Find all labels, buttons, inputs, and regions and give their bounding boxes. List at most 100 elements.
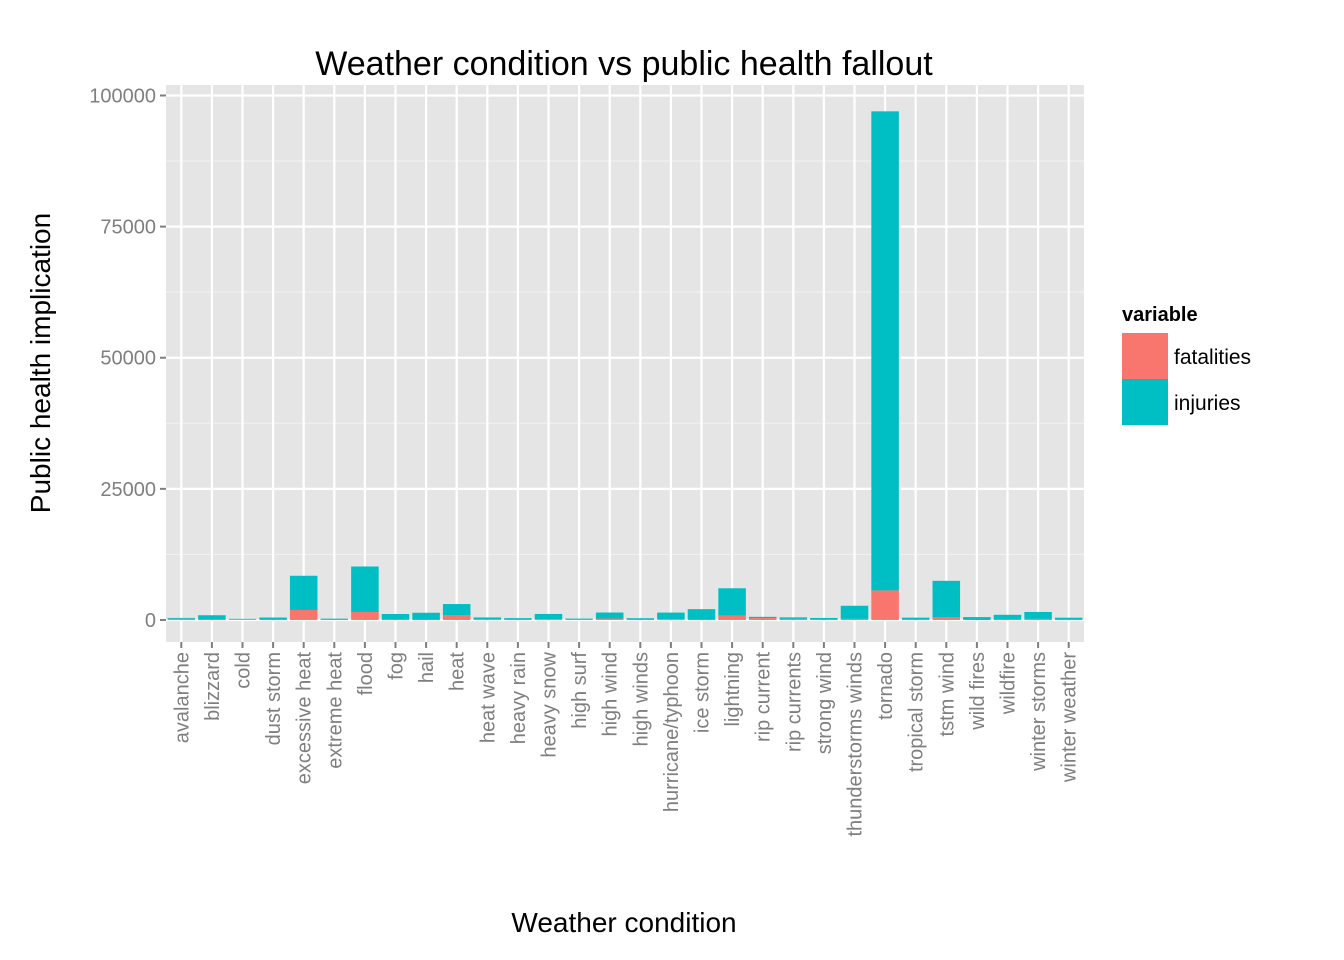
x-tick-label: winter weather xyxy=(1059,652,1081,783)
x-tick-label: thunderstorms winds xyxy=(845,652,867,837)
bar-high-surf-fatalities xyxy=(565,619,593,620)
bar-heat-wave-fatalities xyxy=(473,619,502,620)
bar-extreme-heat-fatalities xyxy=(320,619,349,620)
y-tick-label: 0 xyxy=(145,610,156,632)
legend: variable fatalities injuries xyxy=(1122,304,1251,425)
x-tick-label: high winds xyxy=(630,652,652,747)
bar-excessive-heat-fatalities xyxy=(289,609,318,620)
x-tick-label: lightning xyxy=(722,652,744,727)
x-tick-label: wild fires xyxy=(967,652,989,731)
bar-wild-fires-injuries xyxy=(963,617,991,620)
bars xyxy=(167,111,1083,620)
bar-heat-wave-injuries xyxy=(473,617,502,620)
x-tick-label: strong wind xyxy=(814,652,836,754)
bar-tstm-wind-fatalities xyxy=(932,617,961,620)
grid-lines xyxy=(166,85,1084,642)
x-tick-label: ice storm xyxy=(692,652,714,733)
bar-heavy-snow-fatalities xyxy=(534,619,563,620)
bar-ice-storm-injuries xyxy=(687,609,716,620)
bar-avalanche-injuries xyxy=(167,617,196,619)
x-tick-label: high surf xyxy=(569,652,591,729)
bar-rip-currents-fatalities xyxy=(779,618,808,620)
x-tick-label: heat xyxy=(447,652,469,691)
bar-heat-injuries xyxy=(442,604,471,616)
bar-avalanche-fatalities xyxy=(167,618,196,620)
bar-tornado-injuries xyxy=(871,111,899,591)
x-tick-label: high wind xyxy=(600,652,622,737)
bar-tstm-wind-injuries xyxy=(932,580,961,618)
y-tick-label: 75000 xyxy=(100,217,156,239)
bar-lightning-injuries xyxy=(718,588,746,616)
x-tick-label: avalanche xyxy=(171,652,193,743)
x-tick-label: blizzard xyxy=(202,652,224,721)
x-tick-label: tornado xyxy=(875,652,897,720)
bar-high-surf-injuries xyxy=(565,618,593,620)
bar-blizzard-injuries xyxy=(198,615,226,620)
bar-heavy-rain-fatalities xyxy=(504,619,532,620)
x-tick-label: wildfire xyxy=(998,652,1020,715)
x-tick-label: heavy snow xyxy=(539,651,561,757)
bar-flood-injuries xyxy=(351,566,379,612)
x-tick-label: fog xyxy=(386,652,408,680)
y-tick-label: 25000 xyxy=(100,479,156,501)
bar-thunderstorms-winds-fatalities xyxy=(840,618,869,620)
x-tick-label: tropical storm xyxy=(906,652,928,772)
x-tick-label: hurricane/typhoon xyxy=(661,652,683,812)
bar-fog-injuries xyxy=(381,614,410,620)
legend-label-injuries: injuries xyxy=(1174,392,1241,415)
bar-excessive-heat-injuries xyxy=(289,575,318,610)
legend-title: variable xyxy=(1122,304,1198,326)
bar-flood-fatalities xyxy=(351,611,379,620)
x-tick-label: cold xyxy=(233,652,255,689)
x-tick-label: rip current xyxy=(753,652,775,742)
bar-thunderstorms-winds-injuries xyxy=(840,605,869,619)
bar-heat-fatalities xyxy=(442,615,471,620)
y-axis: 0 25000 50000 75000 100000 xyxy=(89,85,166,632)
legend-key-injuries xyxy=(1122,379,1168,425)
x-tick-label: rip currents xyxy=(783,652,805,752)
bar-rip-current-fatalities xyxy=(748,618,777,620)
bar-hurricane-typhoon-injuries xyxy=(657,612,685,620)
bar-extreme-heat-injuries xyxy=(320,618,349,620)
x-tick-label: winter storms xyxy=(1028,652,1050,772)
bar-strong-wind-fatalities xyxy=(810,619,838,620)
bar-dust-storm-injuries xyxy=(259,617,287,620)
bar-high-winds-injuries xyxy=(626,618,655,620)
x-tick-label: flood xyxy=(355,652,377,695)
y-axis-title: Public health implication xyxy=(25,213,56,513)
chart-title: Weather condition vs public health fallo… xyxy=(315,45,933,83)
bar-heavy-rain-injuries xyxy=(504,618,532,620)
y-tick-label: 50000 xyxy=(100,348,156,370)
y-tick-label: 100000 xyxy=(89,85,156,107)
bar-hail-injuries xyxy=(412,612,440,620)
x-tick-label: heavy rain xyxy=(508,652,530,744)
bar-cold-fatalities xyxy=(228,619,257,620)
x-axis-title: Weather condition xyxy=(511,907,736,938)
bar-winter-storms-injuries xyxy=(1024,611,1052,619)
x-tick-label: heat wave xyxy=(477,652,499,743)
bar-wildfire-injuries xyxy=(993,614,1022,620)
bar-rip-currents-injuries xyxy=(779,617,808,619)
x-tick-label: tstm wind xyxy=(936,652,958,736)
x-axis: avalanche blizzard cold dust storm excessive… xyxy=(171,642,1081,837)
bar-winter-storms-fatalities xyxy=(1024,618,1052,620)
legend-key-fatalities xyxy=(1122,333,1168,379)
bar-tropical-storm-injuries xyxy=(901,617,930,620)
x-tick-label: extreme heat xyxy=(324,652,346,769)
x-tick-label: excessive heat xyxy=(294,652,316,785)
x-tick-label: hail xyxy=(416,652,438,683)
bar-lightning-fatalities xyxy=(718,615,746,620)
x-tick-label: dust storm xyxy=(263,652,285,745)
legend-label-fatalities: fatalities xyxy=(1174,346,1251,369)
bar-high-wind-fatalities xyxy=(595,618,624,620)
bar-winter-weather-injuries xyxy=(1054,617,1083,620)
bar-strong-wind-injuries xyxy=(810,617,838,620)
bar-high-wind-injuries xyxy=(595,612,624,619)
bar-hurricane-typhoon-fatalities xyxy=(657,619,685,620)
bar-rip-current-injuries xyxy=(748,616,777,619)
bar-heavy-snow-injuries xyxy=(534,613,563,620)
plot-panel xyxy=(166,85,1084,642)
bar-blizzard-fatalities xyxy=(198,619,226,620)
bar-tornado-fatalities xyxy=(871,590,899,620)
